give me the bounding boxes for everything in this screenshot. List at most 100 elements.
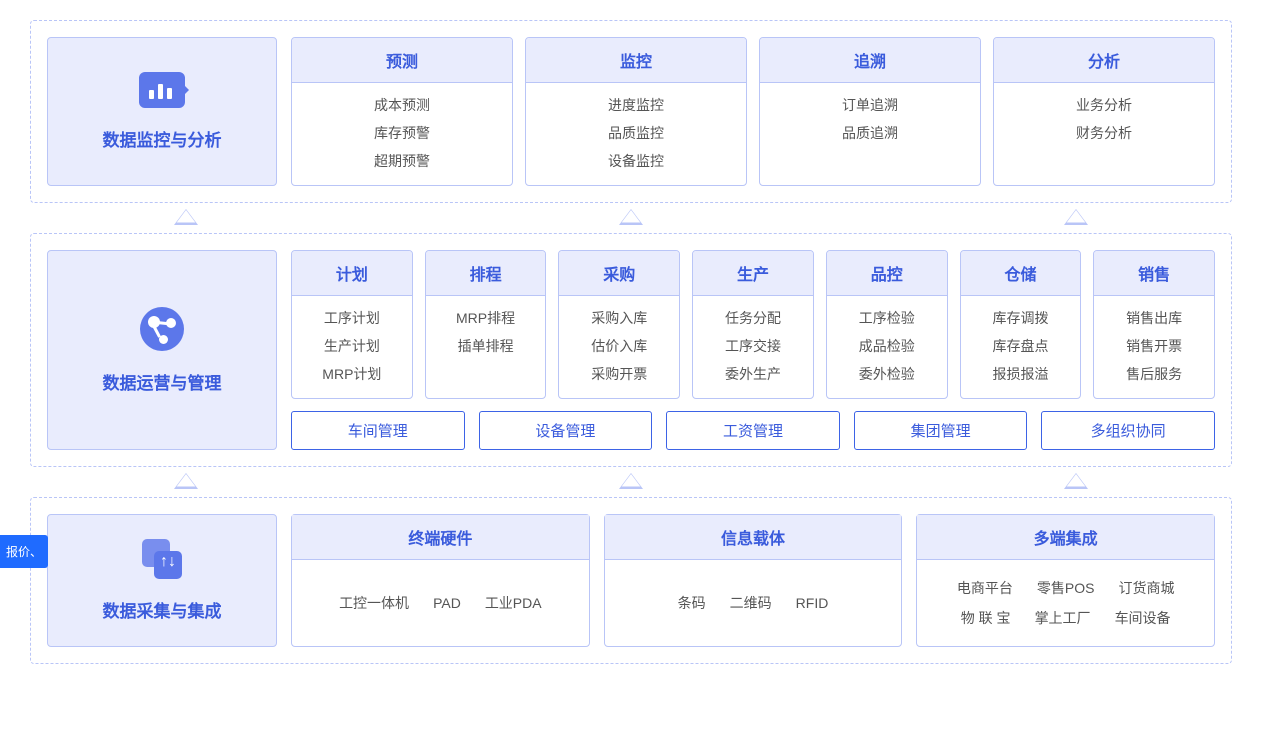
share-icon (140, 307, 184, 351)
ops-tag-4: 多组织协同 (1041, 411, 1215, 450)
analysis-module-0-item-0: 成本预测 (374, 95, 430, 115)
analysis-module-2-title: 追溯 (760, 38, 980, 83)
layer-analysis-body: 预测成本预测库存预警超期预警监控进度监控品质监控设备监控追溯订单追溯品质追溯分析… (291, 37, 1215, 186)
arrow-row-1-arrow-0 (174, 209, 198, 225)
ops-module-1-item-1: 插单排程 (458, 336, 514, 356)
analysis-module-2-body: 订单追溯品质追溯 (760, 83, 980, 185)
collect-group-2-title: 多端集成 (917, 515, 1214, 560)
ops-module-6-item-2: 售后服务 (1126, 364, 1182, 384)
analysis-module-3: 分析业务分析财务分析 (993, 37, 1215, 186)
collect-group-2-item-0: 电商平台 (957, 578, 1013, 598)
ops-module-2-item-1: 估价入库 (591, 336, 647, 356)
collect-group-2-item-1: 零售POS (1037, 578, 1095, 598)
arrow-row-2-arrow-1 (619, 473, 643, 489)
ops-module-6-title: 销售 (1094, 251, 1214, 296)
ops-module-6: 销售销售出库销售开票售后服务 (1093, 250, 1215, 399)
analysis-module-1-body: 进度监控品质监控设备监控 (526, 83, 746, 185)
analysis-module-0-title: 预测 (292, 38, 512, 83)
ops-module-2-item-0: 采购入库 (591, 308, 647, 328)
layer-collect-body: 终端硬件工控一体机PAD工业PDA信息载体条码二维码RFID多端集成电商平台零售… (291, 514, 1215, 647)
ops-module-6-item-0: 销售出库 (1126, 308, 1182, 328)
analysis-module-1-item-2: 设备监控 (608, 151, 664, 171)
ops-module-2-title: 采购 (559, 251, 679, 296)
ops-tag-1: 设备管理 (479, 411, 653, 450)
ops-module-2-body: 采购入库估价入库采购开票 (559, 296, 679, 398)
ops-tag-0: 车间管理 (291, 411, 465, 450)
ops-module-0-item-1: 生产计划 (324, 336, 380, 356)
collect-group-1-item-1: 二维码 (730, 593, 772, 613)
ops-module-1-title: 排程 (426, 251, 546, 296)
arrow-row-2 (30, 467, 1232, 497)
ops-module-5-item-2: 报损报溢 (992, 364, 1048, 384)
layer-ops-body: 计划工序计划生产计划MRP计划排程MRP排程插单排程采购采购入库估价入库采购开票… (291, 250, 1215, 450)
collect-group-1-title: 信息载体 (605, 515, 902, 560)
ops-module-4-item-1: 成品检验 (859, 336, 915, 356)
ops-module-3-body: 任务分配工序交接委外生产 (693, 296, 813, 398)
side-floating-tab[interactable]: 报价、 (0, 535, 48, 568)
layer-collect-title-card: ↑↓ 数据采集与集成 (47, 514, 277, 647)
ops-module-3: 生产任务分配工序交接委外生产 (692, 250, 814, 399)
collect-group-1: 信息载体条码 二维码 RFID (604, 514, 903, 647)
collect-group-2-item-4: 掌上工厂 (1035, 608, 1091, 628)
analysis-module-1-item-0: 进度监控 (608, 95, 664, 115)
ops-module-4-item-2: 委外检验 (859, 364, 915, 384)
analysis-module-0-item-1: 库存预警 (374, 123, 430, 143)
ops-module-4-item-0: 工序检验 (859, 308, 915, 328)
ops-module-0-item-2: MRP计划 (322, 364, 381, 384)
analysis-module-3-item-0: 业务分析 (1076, 95, 1132, 115)
layer-analysis-title-card: 数据监控与分析 (47, 37, 277, 186)
ops-module-2: 采购采购入库估价入库采购开票 (558, 250, 680, 399)
layer-ops: 数据运营与管理 计划工序计划生产计划MRP计划排程MRP排程插单排程采购采购入库… (30, 233, 1232, 467)
collect-group-2-item-5: 车间设备 (1115, 608, 1171, 628)
ops-module-1-item-0: MRP排程 (456, 308, 515, 328)
layer-analysis-title: 数据监控与分析 (103, 126, 222, 151)
collect-group-2-body: 电商平台 零售POS 订货商城物 联 宝 掌上工厂 车间设备 (917, 560, 1214, 646)
collect-group-2: 多端集成电商平台 零售POS 订货商城物 联 宝 掌上工厂 车间设备 (916, 514, 1215, 647)
analysis-module-0-body: 成本预测库存预警超期预警 (292, 83, 512, 185)
ops-module-5-item-0: 库存调拨 (992, 308, 1048, 328)
ops-tag-2: 工资管理 (666, 411, 840, 450)
layer-collect: ↑↓ 数据采集与集成 终端硬件工控一体机PAD工业PDA信息载体条码二维码RFI… (30, 497, 1232, 664)
layer-analysis: 数据监控与分析 预测成本预测库存预警超期预警监控进度监控品质监控设备监控追溯订单… (30, 20, 1232, 203)
layer-ops-title-card: 数据运营与管理 (47, 250, 277, 450)
ops-module-6-item-1: 销售开票 (1126, 336, 1182, 356)
analysis-module-2: 追溯订单追溯品质追溯 (759, 37, 981, 186)
ops-module-1-body: MRP排程插单排程 (426, 296, 546, 398)
ops-module-4-body: 工序检验成品检验委外检验 (827, 296, 947, 398)
ops-module-5-body: 库存调拨库存盘点报损报溢 (961, 296, 1081, 398)
analysis-module-2-item-1: 品质追溯 (842, 123, 898, 143)
analysis-module-1-item-1: 品质监控 (608, 123, 664, 143)
ops-module-3-title: 生产 (693, 251, 813, 296)
collect-group-1-item-2: RFID (796, 595, 829, 611)
collect-group-0-body: 工控一体机PAD工业PDA (292, 560, 589, 646)
layer-collect-title: 数据采集与集成 (103, 597, 222, 622)
analysis-module-3-item-1: 财务分析 (1076, 123, 1132, 143)
analysis-module-1: 监控进度监控品质监控设备监控 (525, 37, 747, 186)
ops-module-5-title: 仓储 (961, 251, 1081, 296)
collect-group-0-item-2: 工业PDA (485, 593, 542, 613)
chart-icon (139, 72, 185, 108)
arrow-row-2-arrow-2 (1064, 473, 1088, 489)
analysis-module-0: 预测成本预测库存预警超期预警 (291, 37, 513, 186)
analysis-module-0-item-2: 超期预警 (374, 151, 430, 171)
arrow-row-1-arrow-1 (619, 209, 643, 225)
ops-tag-3: 集团管理 (854, 411, 1028, 450)
ops-module-1: 排程MRP排程插单排程 (425, 250, 547, 399)
ops-module-0-item-0: 工序计划 (324, 308, 380, 328)
collect-group-2-item-2: 订货商城 (1118, 578, 1174, 598)
collect-group-1-item-0: 条码 (678, 593, 706, 613)
ops-module-5-item-1: 库存盘点 (992, 336, 1048, 356)
ops-module-3-item-2: 委外生产 (725, 364, 781, 384)
arrow-row-1-arrow-2 (1064, 209, 1088, 225)
analysis-module-2-item-0: 订单追溯 (842, 95, 898, 115)
collect-group-0-item-1: PAD (433, 595, 461, 611)
analysis-module-3-body: 业务分析财务分析 (994, 83, 1214, 185)
layer-ops-title: 数据运营与管理 (103, 369, 222, 394)
ops-module-0-title: 计划 (292, 251, 412, 296)
analysis-module-3-title: 分析 (994, 38, 1214, 83)
collect-group-2-item-3: 物 联 宝 (961, 608, 1011, 628)
arrow-row-2-arrow-0 (174, 473, 198, 489)
collect-group-0: 终端硬件工控一体机PAD工业PDA (291, 514, 590, 647)
ops-module-5: 仓储库存调拨库存盘点报损报溢 (960, 250, 1082, 399)
ops-module-2-item-2: 采购开票 (591, 364, 647, 384)
